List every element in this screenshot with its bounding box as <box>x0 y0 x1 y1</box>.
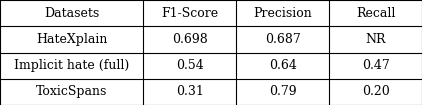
Text: 0.47: 0.47 <box>362 59 390 72</box>
Text: 0.79: 0.79 <box>269 85 297 98</box>
Text: 0.54: 0.54 <box>176 59 204 72</box>
Text: 0.687: 0.687 <box>265 33 300 46</box>
Text: HateXplain: HateXplain <box>36 33 108 46</box>
Text: Datasets: Datasets <box>44 7 99 20</box>
Text: Implicit hate (full): Implicit hate (full) <box>14 59 130 72</box>
Text: NR: NR <box>365 33 386 46</box>
Text: Precision: Precision <box>253 7 312 20</box>
Text: Recall: Recall <box>356 7 395 20</box>
Text: F1-Score: F1-Score <box>161 7 219 20</box>
Text: 0.64: 0.64 <box>269 59 297 72</box>
Text: ToxicSpans: ToxicSpans <box>36 85 108 98</box>
Text: 0.20: 0.20 <box>362 85 390 98</box>
Text: 0.31: 0.31 <box>176 85 204 98</box>
Text: 0.698: 0.698 <box>172 33 208 46</box>
